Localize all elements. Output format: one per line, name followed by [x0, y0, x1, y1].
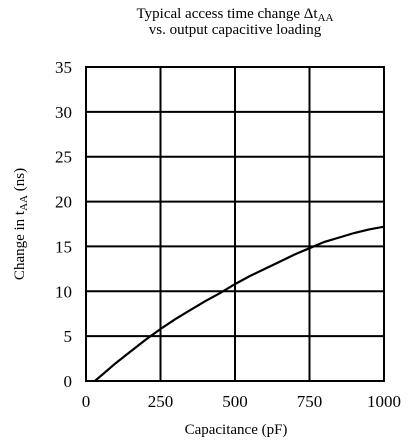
grid-lines — [86, 67, 384, 381]
y-tick-label: 10 — [55, 282, 72, 301]
x-tick-label: 750 — [297, 392, 323, 411]
y-axis-label-main: Change in t — [12, 210, 28, 280]
y-tick-label: 15 — [55, 237, 72, 256]
y-axis-label-sub: AA — [18, 195, 30, 211]
y-tick-label: 30 — [55, 103, 72, 122]
y-tick-label: 35 — [55, 58, 72, 77]
y-axis-label: Change in tAA (ns) — [12, 168, 30, 280]
x-tick-label: 1000 — [367, 392, 401, 411]
y-axis-label-unit: (ns) — [12, 168, 28, 195]
y-tick-label: 0 — [64, 372, 73, 391]
x-axis-label: Capacitance (pF) — [185, 422, 288, 438]
y-tick-label: 5 — [64, 327, 73, 346]
chart-title-line2: vs. output capacitive loading — [148, 22, 322, 38]
series-curve — [94, 225, 385, 382]
x-tick-label: 0 — [82, 392, 91, 411]
y-tick-label: 25 — [55, 148, 72, 167]
chart-title-line1: Typical access time change ΔtAA — [136, 6, 334, 24]
tick-labels: 0 250 500 750 1000 0 5 10 15 20 25 30 35 — [55, 58, 401, 411]
y-tick-label: 20 — [55, 193, 72, 212]
x-tick-label: 250 — [148, 392, 174, 411]
x-tick-label: 500 — [222, 392, 248, 411]
